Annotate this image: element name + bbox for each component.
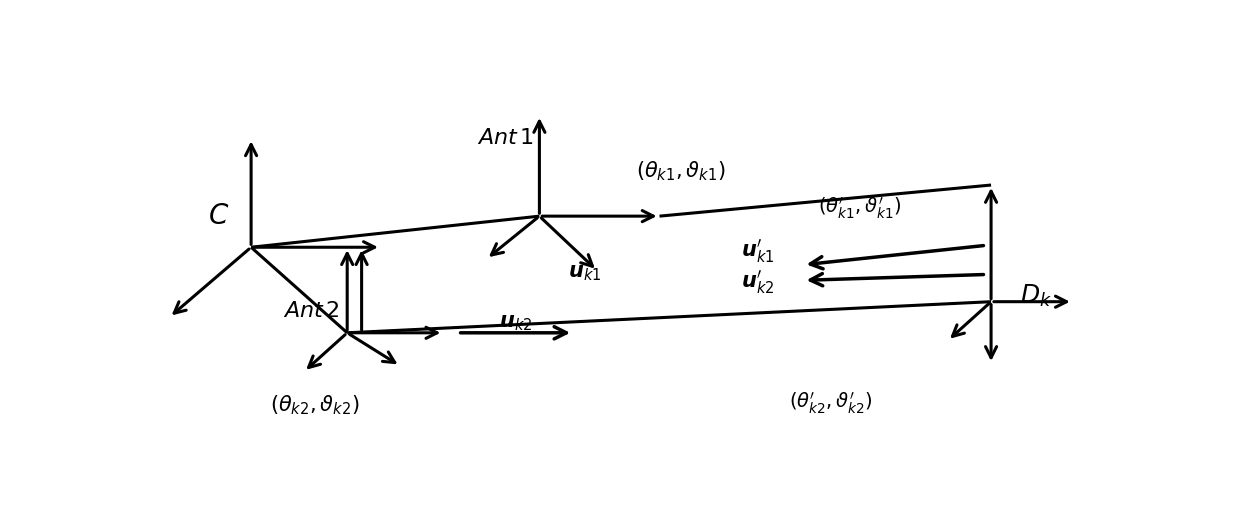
- Text: $\mathit{Ant}\,2$: $\mathit{Ant}\,2$: [283, 301, 340, 321]
- Text: $(\theta_{k1},\vartheta_{k1})$: $(\theta_{k1},\vartheta_{k1})$: [635, 160, 725, 183]
- Text: $\boldsymbol{u}_{k1}$: $\boldsymbol{u}_{k1}$: [568, 263, 601, 282]
- Text: $\mathit{Ant}\,1$: $\mathit{Ant}\,1$: [477, 128, 534, 148]
- Text: $(\theta^{\prime}_{k2},\vartheta^{\prime}_{k2})$: $(\theta^{\prime}_{k2},\vartheta^{\prime…: [789, 390, 873, 416]
- Text: $D_k$: $D_k$: [1019, 283, 1052, 309]
- Text: $\boldsymbol{u}^{\prime}_{k1}$: $\boldsymbol{u}^{\prime}_{k1}$: [742, 237, 775, 265]
- Text: $(\theta_{k2},\vartheta_{k2})$: $(\theta_{k2},\vartheta_{k2})$: [270, 393, 360, 417]
- Text: $(\theta^{\prime}_{k1},\vartheta^{\prime}_{k1})$: $(\theta^{\prime}_{k1},\vartheta^{\prime…: [818, 195, 901, 221]
- Text: $C$: $C$: [208, 202, 229, 230]
- Text: $\boldsymbol{u}^{\prime}_{k2}$: $\boldsymbol{u}^{\prime}_{k2}$: [742, 268, 775, 296]
- Text: $\boldsymbol{u}_{k2}$: $\boldsymbol{u}_{k2}$: [498, 313, 532, 333]
